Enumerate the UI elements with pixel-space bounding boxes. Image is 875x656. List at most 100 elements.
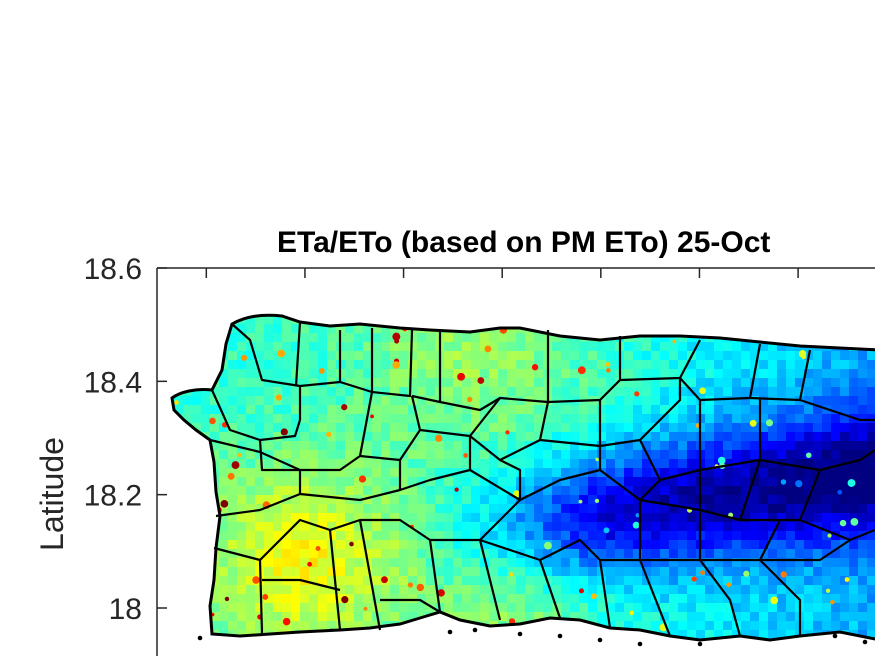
heatmap-cell <box>174 378 184 388</box>
heatmap-cell <box>453 603 463 613</box>
heatmap-cell <box>300 324 310 334</box>
heatmap-cell <box>309 441 319 451</box>
heatmap-cell <box>282 558 292 568</box>
heatmap-cell <box>516 423 526 433</box>
heatmap-cell <box>831 459 841 469</box>
heatmap-cell <box>750 603 760 613</box>
heatmap-cell <box>669 360 679 370</box>
heatmap-cell <box>579 423 589 433</box>
heatmap-cell <box>633 621 643 631</box>
heatmap-cell <box>462 585 472 595</box>
heatmap-cell <box>633 432 643 442</box>
heatmap-cell <box>417 351 427 361</box>
heatmap-cell <box>624 315 634 325</box>
heatmap-cell <box>561 468 571 478</box>
heatmap-cell <box>750 612 760 622</box>
heatmap-cell <box>534 477 544 487</box>
heatmap-cell <box>741 450 751 460</box>
heatmap-cell <box>210 603 220 613</box>
heatmap-cell <box>579 648 589 656</box>
heatmap-cell <box>318 414 328 424</box>
heatmap-cell <box>624 432 634 442</box>
heatmap-speckle <box>509 618 516 625</box>
heatmap-cell <box>336 549 346 559</box>
heatmap-cell <box>354 522 364 532</box>
heatmap-cell <box>624 558 634 568</box>
heatmap-cell <box>678 333 688 343</box>
heatmap-cell <box>408 558 418 568</box>
heatmap-cell <box>795 531 805 541</box>
heatmap-cell <box>804 612 814 622</box>
heatmap-cell <box>804 315 814 325</box>
heatmap-cell <box>498 648 508 656</box>
heatmap-cell <box>309 549 319 559</box>
heatmap-cell <box>750 594 760 604</box>
heatmap-cell <box>255 504 265 514</box>
heatmap-cell <box>201 648 211 656</box>
heatmap-cell <box>172 441 175 451</box>
heatmap-cell <box>210 405 220 415</box>
heatmap-cell <box>552 360 562 370</box>
heatmap-cell <box>291 540 301 550</box>
heatmap-cell <box>777 513 787 523</box>
heatmap-cell <box>210 441 220 451</box>
heatmap-cell <box>273 423 283 433</box>
heatmap-cell <box>678 558 688 568</box>
heatmap-speckle <box>252 576 260 584</box>
heatmap-cell <box>435 477 445 487</box>
municipality-boundary <box>759 449 875 472</box>
heatmap-cell <box>444 621 454 631</box>
heatmap-cell <box>498 342 508 352</box>
heatmap-cell <box>795 315 805 325</box>
heatmap-cell <box>849 396 859 406</box>
heatmap-cell <box>336 540 346 550</box>
heatmap-cell <box>462 612 472 622</box>
heatmap-speckle <box>606 368 611 373</box>
municipality-boundary <box>759 559 802 636</box>
heatmap-cell <box>210 342 220 352</box>
heatmap-cell <box>237 522 247 532</box>
heatmap-cell <box>372 315 382 316</box>
heatmap-cell <box>354 315 364 316</box>
heatmap-speckle <box>282 617 291 626</box>
heatmap-cell <box>345 351 355 361</box>
heatmap-cell <box>480 405 490 415</box>
heatmap-cell <box>588 639 598 640</box>
heatmap-cell <box>300 342 310 352</box>
heatmap-cell <box>570 630 580 640</box>
heatmap-cell <box>264 558 274 568</box>
heatmap-speckle <box>381 576 388 584</box>
heatmap-cell <box>210 594 220 604</box>
heatmap-cell <box>507 639 517 640</box>
heatmap-cell <box>300 612 310 622</box>
heatmap-cell <box>462 360 472 370</box>
heatmap-cell <box>172 369 175 379</box>
chart-title: ETa/ETo (based on PM ETo) 25-Oct <box>277 226 770 259</box>
heatmap-cell <box>201 477 211 487</box>
heatmap-cell <box>534 315 544 325</box>
heatmap-cell <box>489 558 499 568</box>
heatmap-cell <box>309 477 319 487</box>
heatmap-cell <box>471 504 481 514</box>
heatmap-cell <box>579 387 589 397</box>
heatmap-cell <box>471 432 481 442</box>
heatmap-cell <box>444 603 454 613</box>
heatmap-cell <box>453 585 463 595</box>
heatmap-cell <box>516 558 526 568</box>
heatmap-cell <box>777 450 787 460</box>
heatmap-cell <box>336 468 346 478</box>
heatmap-cell <box>858 621 868 631</box>
heatmap-cell <box>777 558 787 568</box>
heatmap-cell <box>228 315 238 316</box>
heatmap-cell <box>732 369 742 379</box>
heatmap-cell <box>327 405 337 415</box>
heatmap-cell <box>588 315 598 325</box>
heatmap-cell <box>516 441 526 451</box>
heatmap-cell <box>723 477 733 487</box>
heatmap-cell <box>210 612 220 622</box>
heatmap-cell <box>363 513 373 523</box>
heatmap-cell <box>282 315 292 316</box>
heatmap-cell <box>678 423 688 433</box>
heatmap-cell <box>172 432 175 442</box>
heatmap-cell <box>669 423 679 433</box>
